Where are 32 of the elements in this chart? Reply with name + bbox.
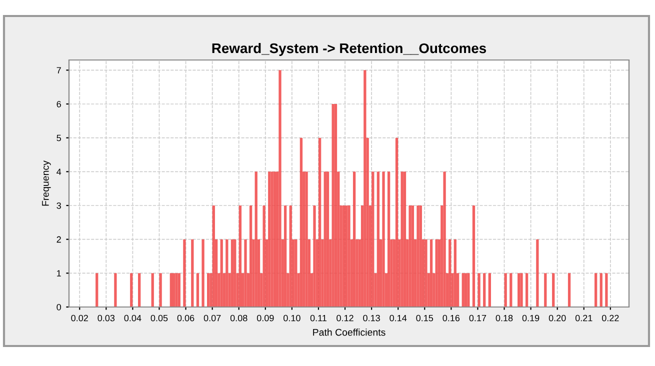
x-tick-label: 0.09	[256, 314, 274, 322]
x-tick-label: 0.02	[71, 314, 88, 322]
x-tick-label: 0.04	[124, 314, 142, 322]
x-tick-label: 0.18	[496, 314, 513, 322]
y-tick-label: 7	[56, 67, 61, 74]
x-tick-label: 0.10	[284, 314, 300, 322]
y-tick-label: 3	[56, 202, 61, 209]
x-tick-label: 0.19	[522, 314, 540, 322]
y-tick-label: 1	[57, 270, 61, 276]
y-tick-label: 0	[56, 304, 62, 310]
chart-title: Reward_System -> Retention__Outcomes	[212, 42, 486, 56]
x-tick-label: 0.21	[575, 314, 592, 322]
x-tick-label: 0.16	[442, 314, 460, 322]
y-tick-label: 6	[56, 100, 61, 108]
x-tick-label: 0.08	[230, 314, 248, 322]
x-tick-label: 0.14	[390, 314, 407, 322]
x-tick-label: 0.11	[310, 314, 326, 322]
x-tick-label: 0.07	[204, 314, 221, 322]
y-tick-label: 4	[56, 168, 62, 175]
y-tick-label: 5	[56, 134, 61, 142]
x-tick-label: 0.12	[336, 314, 354, 322]
x-tick-label: 0.06	[177, 314, 194, 322]
x-axis-title: Path Coefficients	[313, 328, 386, 336]
x-tick-label: 0.05	[150, 314, 168, 322]
x-tick-label: 0.22	[602, 314, 619, 322]
x-tick-label: 0.20	[548, 314, 566, 322]
y-axis-title: Frequency	[42, 160, 51, 206]
y-tick-label: 2	[56, 236, 61, 243]
x-tick-label: 0.17	[469, 314, 486, 322]
x-tick-label: 0.03	[98, 314, 115, 322]
x-tick-label: 0.15	[416, 314, 434, 322]
x-tick-label: 0.13	[363, 314, 380, 322]
